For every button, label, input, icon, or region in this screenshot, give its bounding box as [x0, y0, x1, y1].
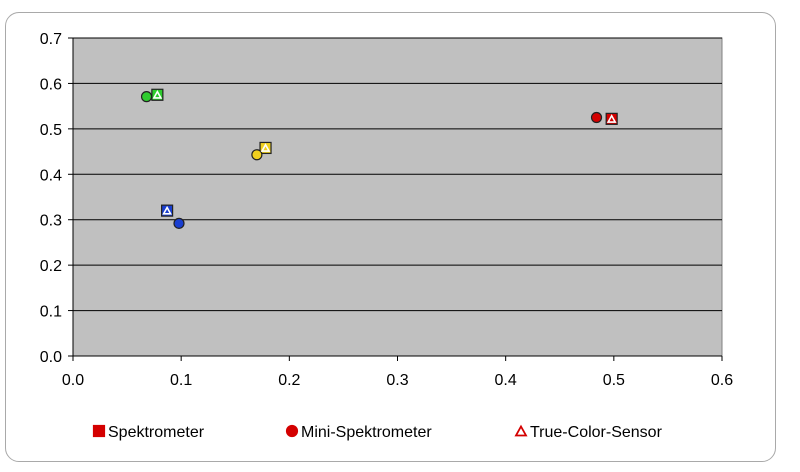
data-point-triangle — [606, 114, 617, 123]
data-point-triangle — [152, 89, 163, 99]
data-point-square — [605, 112, 618, 125]
x-tick-label: 0.3 — [386, 372, 408, 389]
data-point-triangle — [260, 143, 271, 152]
legend-label: Spektrometer — [108, 424, 205, 441]
y-tick-label: 0.0 — [40, 349, 62, 366]
data-point-triangle — [162, 205, 172, 215]
y-tick-label: 0.4 — [40, 167, 62, 184]
x-tick-label: 0.2 — [278, 372, 300, 389]
x-tick-label: 0.5 — [603, 372, 625, 389]
plot-area — [72, 37, 723, 357]
x-tick-label: 0.1 — [170, 372, 192, 389]
data-point-square — [151, 88, 164, 101]
data-point-circle — [140, 91, 153, 103]
data-point-square — [259, 141, 272, 155]
y-tick-label: 0.5 — [40, 122, 62, 139]
y-tick-label: 0.6 — [40, 76, 62, 93]
y-tick-label: 0.3 — [40, 213, 62, 230]
data-point-circle — [251, 149, 263, 161]
legend-label: Mini-Spektrometer — [301, 424, 432, 441]
y-tick-label: 0.7 — [40, 31, 62, 48]
y-tick-label: 0.2 — [40, 258, 62, 275]
y-tick-label: 0.1 — [40, 304, 62, 321]
legend-marker-circle — [285, 424, 299, 438]
x-tick-label: 0.6 — [711, 372, 733, 389]
data-point-circle — [173, 217, 185, 229]
data-point-circle — [590, 111, 603, 124]
legend-marker-triangle — [514, 424, 528, 437]
legend-marker-square — [92, 424, 106, 438]
data-point-square — [161, 204, 174, 217]
x-tick-label: 0.4 — [495, 372, 517, 389]
x-tick-label: 0.0 — [62, 372, 84, 389]
legend-label: True-Color-Sensor — [530, 424, 663, 441]
